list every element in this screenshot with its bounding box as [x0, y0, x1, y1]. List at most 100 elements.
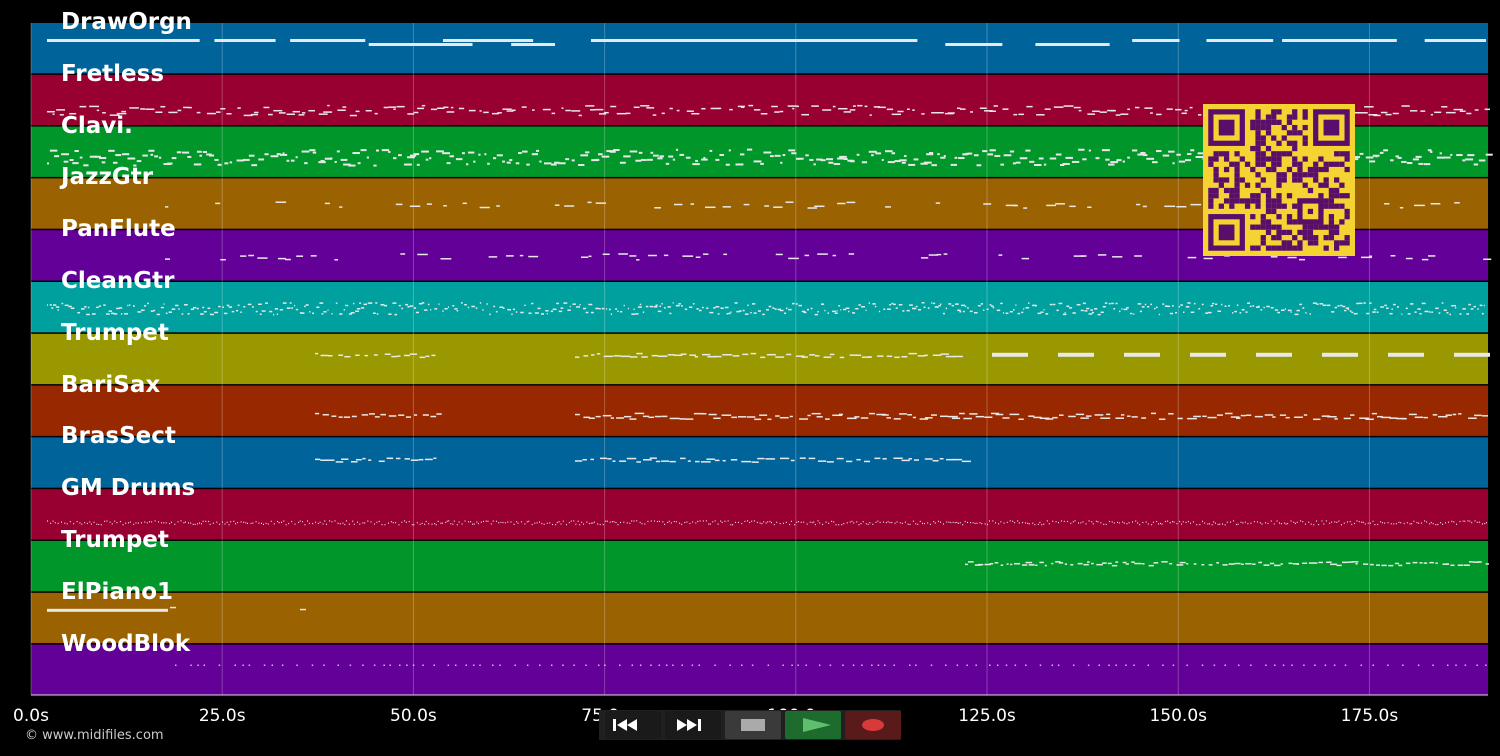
midi-note	[582, 458, 587, 461]
midi-note	[773, 206, 783, 208]
midi-note	[730, 459, 738, 461]
midi-note	[840, 309, 842, 311]
midi-note	[796, 303, 798, 305]
midi-note	[737, 105, 745, 108]
midi-note	[1037, 312, 1042, 315]
midi-note	[742, 353, 749, 356]
midi-note	[765, 309, 769, 311]
midi-note	[307, 520, 309, 522]
fast-forward-button[interactable]	[665, 711, 721, 739]
record-button[interactable]	[845, 711, 901, 739]
midi-note	[331, 415, 337, 417]
midi-note	[1090, 309, 1093, 311]
midi-note	[1142, 154, 1148, 157]
midi-note	[315, 352, 319, 355]
midi-note	[1326, 561, 1332, 563]
midi-note	[315, 521, 317, 523]
midi-note	[286, 113, 295, 116]
midi-note	[1164, 205, 1176, 208]
midi-note	[1288, 562, 1293, 565]
midi-note	[836, 310, 838, 312]
midi-note	[570, 520, 572, 522]
midi-note	[601, 155, 610, 158]
rewind-button[interactable]	[605, 711, 661, 739]
midi-note	[1236, 417, 1241, 419]
midi-note	[1371, 412, 1378, 415]
midi-note	[1362, 521, 1364, 524]
midi-note	[909, 523, 911, 526]
midi-note	[1106, 413, 1111, 416]
midi-note	[1039, 561, 1044, 564]
midi-note	[339, 206, 343, 208]
midi-note	[237, 304, 240, 307]
play-icon	[803, 718, 831, 732]
midi-note	[114, 520, 116, 522]
midi-note	[1369, 522, 1371, 524]
midi-note	[680, 353, 687, 355]
midi-note	[541, 522, 543, 525]
midi-note	[1481, 312, 1484, 315]
midi-note	[1135, 520, 1137, 522]
midi-note	[791, 152, 797, 155]
midi-note	[1401, 417, 1407, 420]
midi-note	[858, 304, 861, 306]
midi-note	[430, 309, 432, 311]
midi-note	[720, 307, 724, 309]
midi-note	[966, 664, 968, 666]
midi-note	[843, 158, 848, 161]
midi-note	[1473, 163, 1479, 166]
midi-note	[865, 523, 867, 525]
midi-note	[895, 307, 898, 309]
midi-note	[1360, 664, 1363, 666]
midi-note	[929, 151, 934, 154]
midi-note	[969, 522, 971, 524]
midi-note	[1464, 520, 1466, 522]
midi-note	[1049, 157, 1057, 160]
midi-note	[418, 458, 424, 461]
midi-note	[381, 524, 383, 526]
midi-note	[1044, 564, 1047, 567]
midi-note	[597, 523, 599, 525]
midi-note	[144, 521, 146, 523]
midi-note	[886, 355, 893, 358]
midi-note	[877, 355, 884, 357]
midi-note	[450, 523, 452, 525]
midi-note	[1446, 312, 1449, 314]
midi-note	[1428, 255, 1436, 257]
midi-note	[1174, 311, 1178, 314]
midi-note	[1462, 159, 1466, 162]
midi-note	[1013, 309, 1015, 311]
midi-note	[108, 310, 113, 312]
midi-note	[516, 521, 518, 523]
stop-button[interactable]	[725, 711, 781, 739]
midi-note	[1432, 523, 1434, 525]
midi-note	[954, 303, 959, 305]
midi-note	[597, 664, 600, 666]
midi-note	[518, 152, 522, 155]
midi-note	[321, 313, 324, 315]
midi-note	[943, 253, 948, 255]
track-label: GM Drums	[61, 475, 196, 502]
midi-note	[262, 523, 264, 525]
midi-note	[845, 307, 850, 309]
midi-note	[69, 112, 77, 115]
midi-note	[1281, 309, 1285, 311]
midi-note	[675, 521, 677, 523]
midi-note	[883, 308, 886, 310]
midi-note	[877, 106, 886, 109]
midi-note	[948, 303, 952, 305]
play-button[interactable]	[785, 711, 841, 739]
midi-note	[424, 523, 426, 525]
midi-note	[580, 154, 589, 157]
midi-note	[719, 153, 725, 156]
midi-note	[383, 106, 389, 109]
midi-note	[1094, 308, 1098, 310]
midi-note	[1456, 523, 1458, 525]
midi-note	[392, 302, 397, 304]
midi-note	[259, 313, 262, 316]
track-lane	[31, 541, 1488, 592]
midi-note	[502, 307, 505, 309]
midi-note	[629, 255, 637, 257]
midi-note	[980, 303, 984, 305]
midi-note	[136, 160, 142, 163]
